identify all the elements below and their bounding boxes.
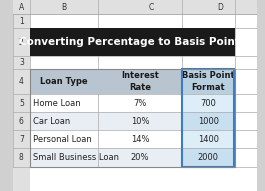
Text: 3: 3 (19, 58, 24, 67)
Bar (98, 94, 182, 112)
Text: Converting Percentage to Basis Points: Converting Percentage to Basis Points (19, 37, 245, 47)
Bar (30, 130, 98, 148)
Bar (182, 94, 235, 112)
Bar (13, 0, 257, 14)
Bar (182, 112, 235, 130)
Text: 10%: 10% (131, 117, 149, 125)
Text: Basis Point
Format: Basis Point Format (182, 71, 235, 91)
Text: 14%: 14% (131, 134, 149, 143)
Bar (30, 148, 98, 167)
Text: Small Business Loan: Small Business Loan (33, 153, 119, 162)
Text: 7: 7 (19, 134, 24, 143)
Bar (182, 130, 235, 148)
Text: 700: 700 (200, 99, 216, 108)
Bar (182, 69, 234, 167)
Text: 7%: 7% (133, 99, 147, 108)
Text: 4: 4 (19, 77, 24, 86)
Bar (182, 69, 235, 167)
Text: Loan Type: Loan Type (40, 77, 87, 86)
Text: D: D (217, 2, 223, 11)
Text: Car Loan: Car Loan (33, 117, 70, 125)
Bar (13, 0, 30, 191)
Bar (98, 148, 182, 167)
Bar (30, 69, 235, 167)
Text: B: B (61, 2, 66, 11)
Bar (98, 130, 182, 148)
Text: 1: 1 (19, 16, 24, 26)
Bar (30, 112, 98, 130)
Bar (30, 94, 98, 112)
Text: 8: 8 (19, 153, 24, 162)
Text: A: A (19, 2, 24, 11)
Text: Home Loan: Home Loan (33, 99, 81, 108)
Text: 5: 5 (19, 99, 24, 108)
Bar (98, 112, 182, 130)
Bar (30, 69, 235, 94)
Text: 1400: 1400 (198, 134, 219, 143)
Text: C: C (148, 2, 153, 11)
Text: Interest
Rate: Interest Rate (121, 71, 159, 91)
Text: Personal Loan: Personal Loan (33, 134, 92, 143)
Text: 2: 2 (19, 37, 24, 46)
Text: 1000: 1000 (198, 117, 219, 125)
Bar (182, 148, 235, 167)
Text: 2000: 2000 (198, 153, 219, 162)
Text: 20%: 20% (131, 153, 149, 162)
Text: 6: 6 (19, 117, 24, 125)
Bar (30, 28, 235, 56)
Bar (182, 69, 235, 94)
